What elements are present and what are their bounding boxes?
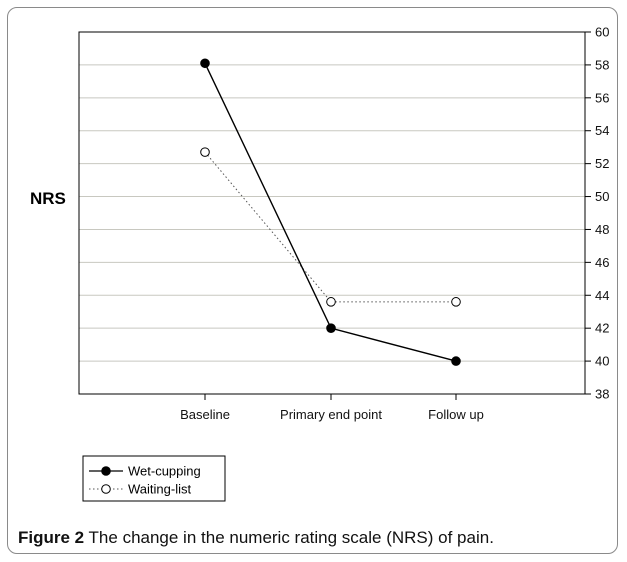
y-tick-label: 48 (595, 222, 609, 237)
x-tick-label: Follow up (428, 407, 484, 422)
x-tick-label: Baseline (180, 407, 230, 422)
y-tick-label: 58 (595, 57, 609, 72)
legend-label-waiting-list: Waiting-list (128, 482, 191, 497)
y-tick-label: 60 (595, 25, 609, 40)
series-line-wet-cupping (204, 62, 457, 362)
grid-lines (79, 64, 585, 362)
data-point-waiting-list (326, 297, 336, 307)
y-tick-label: 52 (595, 156, 609, 171)
data-point-wet-cupping (326, 323, 336, 333)
y-tick-label: 54 (595, 123, 609, 138)
y-tick-label: 50 (595, 189, 609, 204)
data-point-wet-cupping (200, 58, 210, 69)
legend-marker-wet-cupping (101, 466, 111, 476)
x-tick-label: Primary end point (280, 407, 382, 422)
series-line-waiting-list (204, 151, 456, 303)
plot-area (78, 31, 586, 395)
y-tick-label: 40 (595, 354, 609, 369)
legend: Wet-cupping Waiting-list (82, 455, 226, 502)
x-axis: Baseline Primary end point Follow up (180, 394, 484, 422)
y-tick-label: 38 (595, 387, 609, 402)
y-axis: 38 40 42 44 46 48 50 52 54 56 58 60 (585, 25, 609, 402)
y-tick-label: 44 (595, 288, 609, 303)
legend-label-wet-cupping: Wet-cupping (128, 464, 201, 479)
legend-marker-waiting-list (101, 484, 111, 494)
caption-label: Figure 2 (18, 528, 85, 547)
y-tick-label: 42 (595, 321, 609, 336)
series-group (200, 58, 461, 366)
y-axis-label: NRS (30, 189, 66, 208)
data-point-wet-cupping (451, 356, 461, 366)
caption-text: The change in the numeric rating scale (… (88, 528, 494, 547)
figure-caption: Figure 2 The change in the numeric ratin… (18, 528, 618, 548)
data-point-waiting-list (200, 147, 210, 157)
y-tick-label: 56 (595, 90, 609, 105)
data-point-waiting-list (451, 297, 461, 307)
y-tick-label: 46 (595, 255, 609, 270)
